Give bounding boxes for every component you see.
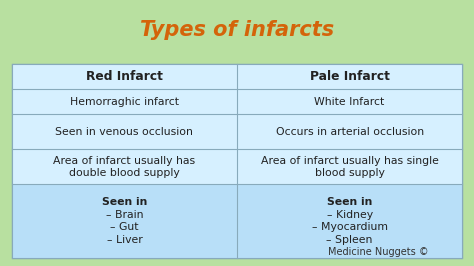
Bar	[237, 114, 462, 149]
Text: White Infarct: White Infarct	[314, 97, 385, 107]
Text: Area of infarct usually has
double blood supply: Area of infarct usually has double blood…	[54, 156, 195, 178]
Text: Seen in: Seen in	[102, 197, 147, 207]
Bar	[12, 149, 237, 184]
Text: – Brain: – Brain	[106, 210, 143, 220]
Text: Types of infarcts: Types of infarcts	[140, 20, 334, 40]
Text: Area of infarct usually has single
blood supply: Area of infarct usually has single blood…	[261, 156, 438, 178]
Text: Medicine Nuggets ©: Medicine Nuggets ©	[328, 247, 428, 257]
Bar	[12, 114, 237, 149]
Text: – Liver: – Liver	[107, 235, 142, 245]
Bar	[237, 149, 462, 184]
Text: Seen in: Seen in	[327, 197, 372, 207]
Bar	[12, 64, 237, 89]
Bar	[12, 184, 237, 258]
Text: – Kidney: – Kidney	[327, 210, 373, 220]
Bar	[12, 89, 237, 114]
Text: Occurs in arterial occlusion: Occurs in arterial occlusion	[275, 127, 424, 137]
Text: Red Infarct: Red Infarct	[86, 70, 163, 83]
Text: – Myocardium: – Myocardium	[311, 222, 388, 232]
Bar	[237, 64, 462, 89]
Bar	[237, 89, 462, 114]
Text: – Spleen: – Spleen	[327, 235, 373, 245]
Text: Hemorraghic infarct: Hemorraghic infarct	[70, 97, 179, 107]
Text: Seen in venous occlusion: Seen in venous occlusion	[55, 127, 193, 137]
Bar	[237, 184, 462, 258]
Text: Pale Infarct: Pale Infarct	[310, 70, 390, 83]
Text: – Gut: – Gut	[110, 222, 139, 232]
